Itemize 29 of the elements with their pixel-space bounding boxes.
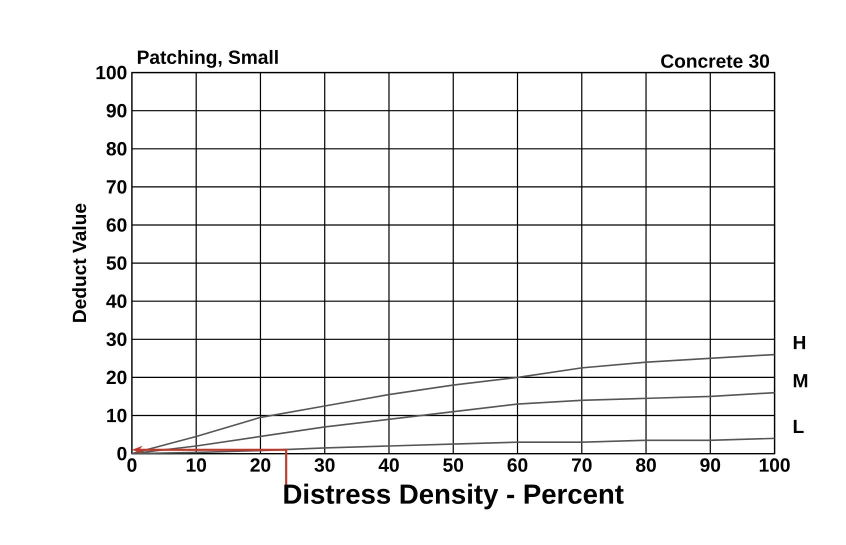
series-label: L [794, 420, 804, 433]
x-tick-label: 80 [636, 458, 656, 472]
x-tick-label: 0 [127, 458, 136, 472]
x-tick-label: 40 [378, 458, 399, 472]
y-tick-label: 30 [106, 332, 126, 346]
x-tick-label: 50 [443, 458, 464, 472]
y-tick-label: 20 [106, 370, 126, 384]
y-axis-title: Deduct Value [72, 204, 86, 322]
chart-title: Patching, Small [138, 50, 278, 68]
y-tick-label: 0 [117, 446, 126, 460]
y-tick-label: 100 [96, 66, 126, 80]
series-label: M [794, 374, 808, 388]
y-tick-label: 60 [106, 218, 126, 232]
y-tick-label: 40 [106, 294, 126, 308]
x-axis-title: Distress Density - Percent [284, 484, 624, 510]
x-tick-label: 70 [572, 458, 592, 472]
x-tick-label: 10 [186, 458, 206, 472]
y-tick-label: 80 [106, 142, 126, 156]
x-tick-label: 90 [700, 458, 720, 472]
chart-subtitle: Concrete 30 [661, 54, 770, 68]
y-tick-label: 50 [106, 256, 126, 270]
x-tick-label: 30 [314, 458, 335, 472]
y-tick-label: 90 [106, 104, 126, 118]
series-label: H [794, 336, 806, 350]
x-tick-label: 20 [250, 458, 270, 472]
x-tick-label: 100 [760, 458, 790, 472]
x-tick-label: 60 [508, 458, 528, 472]
y-tick-label: 10 [107, 408, 126, 422]
y-tick-label: 70 [106, 180, 126, 194]
